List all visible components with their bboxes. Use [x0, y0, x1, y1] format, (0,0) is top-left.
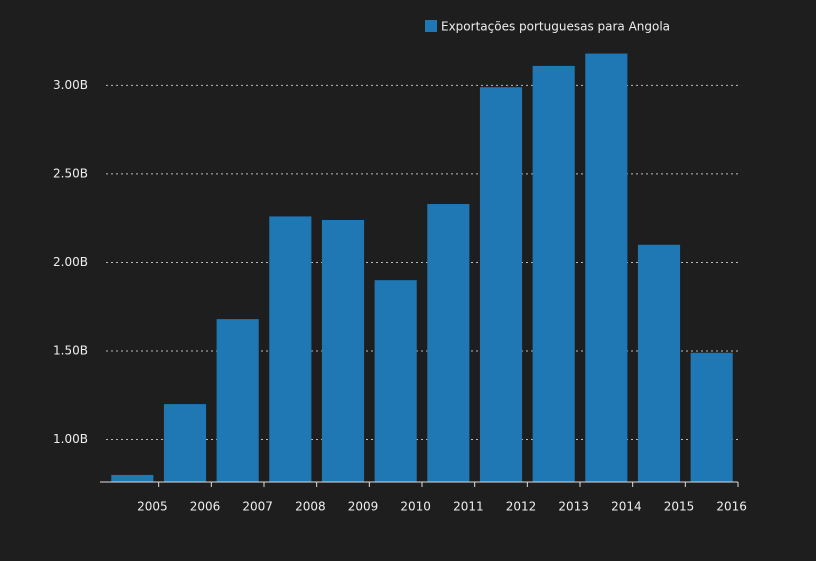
legend-label: Exportações portuguesas para Angola	[441, 20, 670, 34]
bar	[216, 319, 259, 482]
bar	[690, 352, 733, 482]
bar	[637, 244, 681, 482]
x-tick-label: 2016	[716, 500, 747, 514]
y-tick-label: 3.00B	[53, 78, 88, 92]
y-tick-label: 2.50B	[53, 166, 88, 180]
x-tick-label: 2008	[295, 500, 326, 514]
x-tick-label: 2012	[506, 500, 537, 514]
bar	[532, 65, 575, 483]
bar	[585, 53, 628, 482]
x-tick-label: 2007	[242, 500, 273, 514]
x-tick-label: 2010	[400, 500, 431, 514]
bar	[269, 216, 312, 483]
y-tick-label: 1.00B	[53, 432, 88, 446]
bar	[111, 474, 154, 482]
x-tick-label: 2015	[664, 500, 695, 514]
x-tick-label: 2014	[611, 500, 642, 514]
bar	[427, 204, 470, 483]
x-tick-label: 2011	[453, 500, 484, 514]
bar	[374, 280, 417, 482]
x-tick-label: 2005	[137, 500, 168, 514]
y-tick-label: 1.50B	[53, 343, 88, 357]
bar	[479, 87, 523, 482]
x-tick-label: 2009	[348, 500, 379, 514]
y-tick-label: 2.00B	[53, 255, 88, 269]
legend-swatch	[425, 20, 437, 32]
x-tick-label: 2013	[558, 500, 589, 514]
bar	[321, 219, 365, 482]
x-tick-label: 2006	[190, 500, 221, 514]
bar	[163, 404, 207, 482]
